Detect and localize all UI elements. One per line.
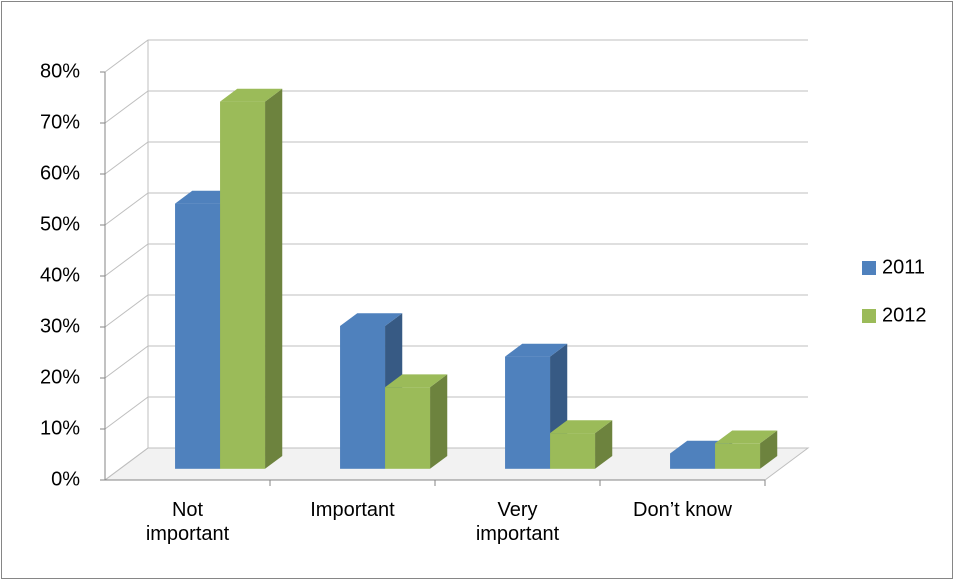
x-tick-label: Important [310,499,395,521]
legend-label: 2011 [882,256,925,278]
grid-line [104,243,808,277]
grid-line [104,294,808,328]
grid-line [104,141,808,175]
y-tick-label: 0% [51,468,80,490]
bar [340,326,386,469]
x-tick-label: Don’t know [633,499,732,521]
y-tick-label: 20% [40,366,80,388]
y-tick-label: 60% [40,162,80,184]
x-tick-label: Very important [475,499,560,545]
bar-side [595,420,613,469]
bar-top [505,343,568,357]
bar [505,356,551,469]
y-tick-label: 50% [40,213,80,235]
bar-top [340,313,403,326]
bar [550,433,596,469]
bar-top [550,420,613,434]
bar [385,387,431,469]
bar-top [220,88,283,102]
y-tick-label: 80% [40,60,80,82]
grid-line [104,192,808,226]
bar-side [265,88,283,469]
bar-side [430,374,448,469]
y-tick-label: 40% [40,264,80,286]
grid-line [104,396,808,430]
grid-line [104,90,808,124]
legend-swatch [862,309,876,323]
y-tick-label: 10% [40,417,80,439]
bar [670,453,716,469]
y-tick-label: 30% [40,315,80,337]
bar [715,443,761,469]
legend-label: 2012 [882,304,927,326]
grid-line [104,39,808,73]
bar-top [715,430,778,444]
grid-line [104,345,808,379]
legend-swatch [862,261,876,275]
bar [175,203,221,469]
bar [220,101,266,469]
y-tick-label: 70% [40,111,80,133]
bar-top [385,374,448,388]
bar-side [760,430,778,469]
x-tick-label: Not important [145,499,230,545]
